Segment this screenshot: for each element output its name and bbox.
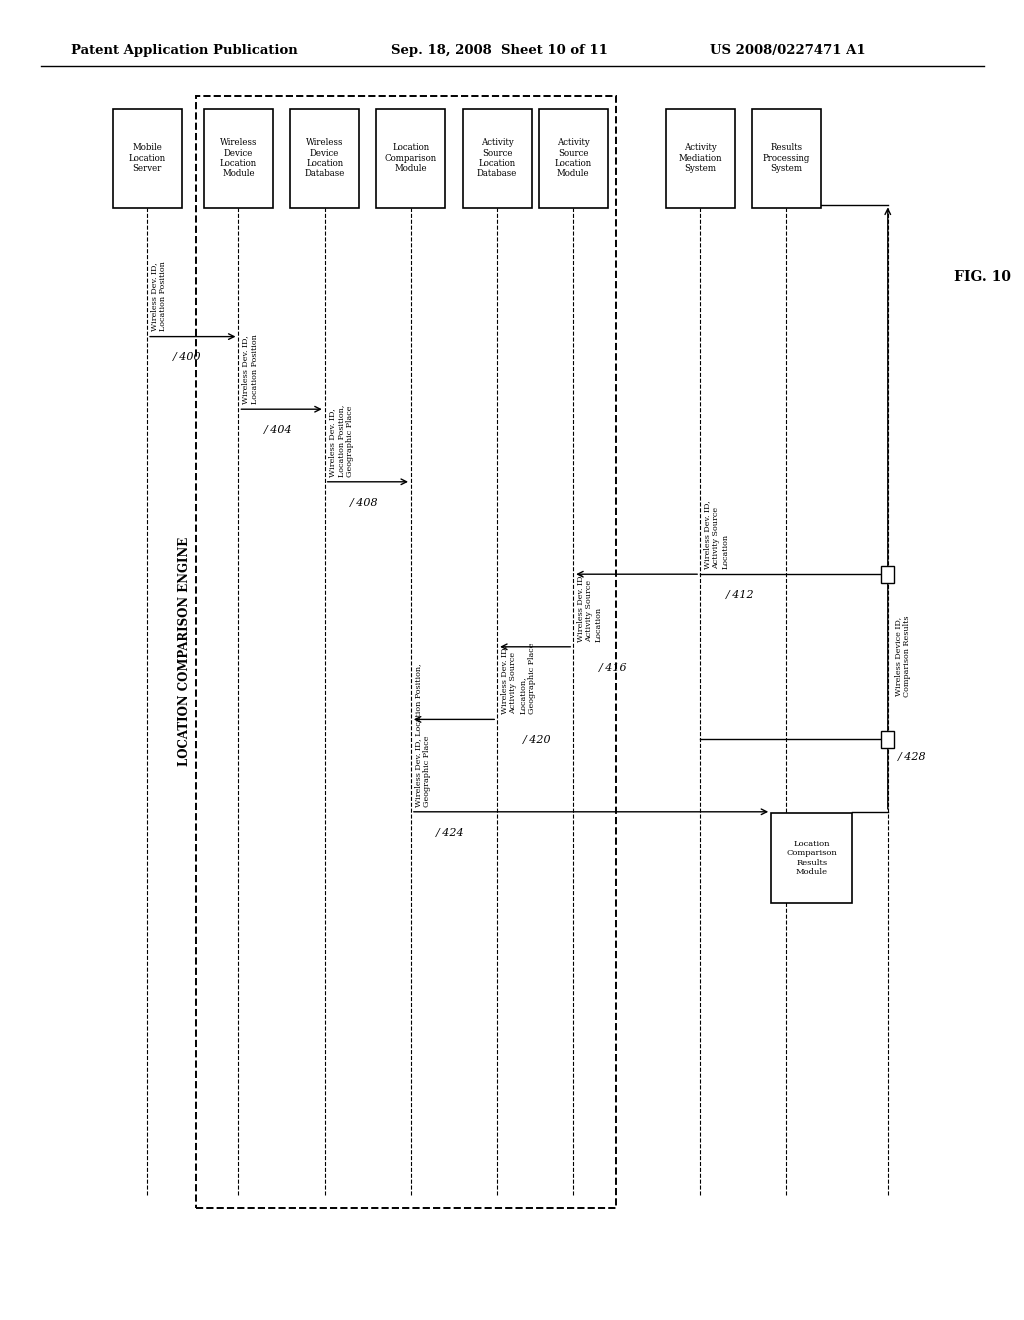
Text: Patent Application Publication: Patent Application Publication — [71, 44, 298, 57]
Text: ∕ 400: ∕ 400 — [172, 352, 201, 363]
Text: Wireless Dev. ID,
Location Position,
Geographic Place: Wireless Dev. ID, Location Position, Geo… — [328, 404, 354, 477]
Bar — [882, 731, 894, 747]
Bar — [882, 565, 894, 583]
Text: Wireless Dev. ID,
Activity Source
Location,
Geographic Place: Wireless Dev. ID, Activity Source Locati… — [500, 643, 536, 714]
Text: Activity
Source
Location
Module: Activity Source Location Module — [555, 139, 592, 178]
Bar — [204, 108, 273, 207]
Text: US 2008/0227471 A1: US 2008/0227471 A1 — [711, 44, 866, 57]
Text: ∕ 404: ∕ 404 — [264, 425, 293, 436]
Text: Activity
Mediation
System: Activity Mediation System — [678, 144, 722, 173]
Bar — [539, 108, 608, 207]
Bar — [666, 108, 734, 207]
Bar — [113, 108, 181, 207]
Text: Wireless
Device
Location
Module: Wireless Device Location Module — [220, 139, 257, 178]
Bar — [771, 813, 852, 903]
Text: Wireless Dev. ID,
Location Position: Wireless Dev. ID, Location Position — [151, 261, 167, 331]
Text: Sep. 18, 2008  Sheet 10 of 11: Sep. 18, 2008 Sheet 10 of 11 — [390, 44, 607, 57]
Text: Wireless Dev. ID,
Activity Source
Location: Wireless Dev. ID, Activity Source Locati… — [577, 573, 603, 642]
Text: Wireless Dev. ID,
Location Position: Wireless Dev. ID, Location Position — [242, 334, 259, 404]
Bar — [377, 108, 445, 207]
Text: Location
Comparison
Module: Location Comparison Module — [385, 144, 437, 173]
Text: ∕ 408: ∕ 408 — [350, 498, 379, 508]
Text: Mobile
Location
Server: Mobile Location Server — [129, 144, 166, 173]
Bar — [463, 108, 531, 207]
Text: ∕ 416: ∕ 416 — [599, 663, 628, 673]
Text: ∕ 428: ∕ 428 — [898, 752, 927, 763]
Text: ∕ 412: ∕ 412 — [725, 590, 754, 601]
Bar — [196, 95, 615, 1208]
Text: Results
Processing
System: Results Processing System — [763, 144, 810, 173]
Text: Location
Comparison
Results
Module: Location Comparison Results Module — [786, 841, 837, 875]
Bar — [290, 108, 359, 207]
Text: ∕ 420: ∕ 420 — [522, 735, 551, 746]
Text: Activity
Source
Location
Database: Activity Source Location Database — [477, 139, 517, 178]
Text: Wireless Dev. ID,
Activity Source
Location: Wireless Dev. ID, Activity Source Locati… — [703, 500, 729, 569]
Text: ∕ 424: ∕ 424 — [436, 828, 465, 838]
Text: Wireless
Device
Location
Database: Wireless Device Location Database — [304, 139, 345, 178]
Bar — [752, 108, 821, 207]
Text: Wireless Device ID,
Comparison Results: Wireless Device ID, Comparison Results — [894, 616, 911, 697]
Text: Wireless Dev. ID, Location Position,
Geographic Place: Wireless Dev. ID, Location Position, Geo… — [414, 663, 431, 807]
Text: LOCATION COMPARISON ENGINE: LOCATION COMPARISON ENGINE — [178, 537, 190, 767]
Text: FIG. 10: FIG. 10 — [953, 271, 1011, 284]
